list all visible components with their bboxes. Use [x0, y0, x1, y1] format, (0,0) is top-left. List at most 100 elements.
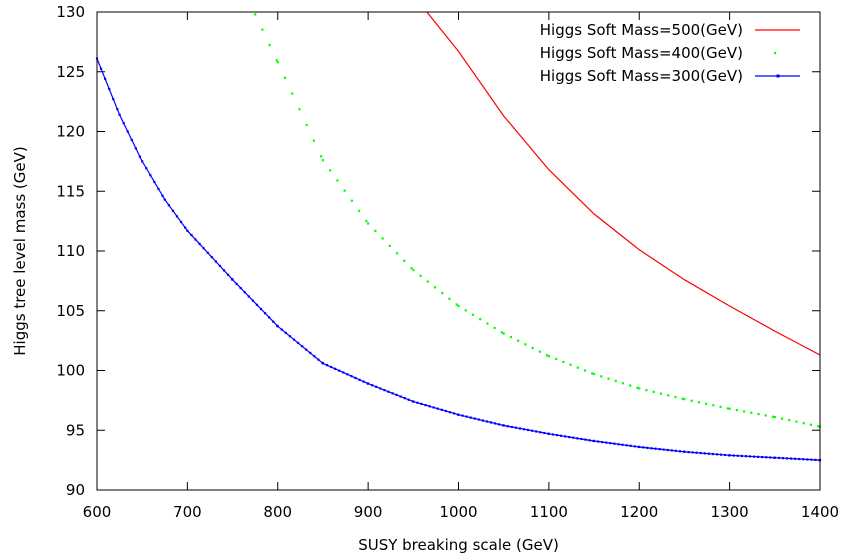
legend: Higgs Soft Mass=500(GeV) Higgs Soft Mass=… [540, 21, 800, 85]
legend-label: Higgs Soft Mass=300(GeV) [540, 67, 743, 85]
data-point [379, 387, 382, 390]
data-point [477, 418, 480, 421]
x-tick-label: 1400 [801, 503, 839, 521]
data-point [276, 325, 279, 328]
data-point [410, 267, 413, 270]
data-point [186, 229, 189, 232]
data-point [175, 215, 179, 218]
data-point [247, 295, 250, 298]
y-tick-label: 125 [56, 63, 85, 81]
data-point [719, 405, 722, 408]
data-point [399, 395, 402, 398]
data-point [130, 138, 133, 142]
data-point [568, 435, 571, 439]
y-tick-label: 100 [56, 362, 85, 380]
data-point [757, 412, 760, 416]
data-point [118, 113, 121, 116]
data-point [320, 155, 323, 158]
data-point [509, 335, 513, 339]
data-point [452, 412, 456, 415]
data-point [194, 238, 197, 241]
data-point [764, 414, 767, 417]
data-point [387, 390, 390, 393]
data-point [403, 397, 406, 400]
data-point [510, 425, 513, 429]
data-point [564, 435, 567, 438]
data-point [268, 43, 271, 47]
data-point [375, 385, 378, 388]
x-axis-ticks: 600 700 800 900 1000 1100 1200 1300 1400 [83, 12, 839, 521]
data-point [646, 446, 649, 449]
data-point [765, 456, 768, 459]
data-point [149, 174, 152, 177]
x-tick-label: 1300 [711, 503, 749, 521]
data-point [395, 252, 399, 255]
data-point [678, 450, 682, 453]
data-point [547, 355, 550, 358]
data-point [283, 76, 287, 79]
data-point [788, 419, 791, 422]
data-point [391, 392, 394, 395]
data-point [426, 280, 429, 283]
series-line [96, 58, 821, 461]
data-point [613, 442, 616, 445]
series-line [426, 11, 821, 356]
data-point [659, 392, 663, 395]
data-point [350, 375, 353, 378]
data-point [735, 408, 738, 412]
legend-swatch [774, 52, 777, 55]
data-point [543, 431, 546, 435]
data-point [321, 362, 325, 365]
data-point [493, 326, 496, 330]
data-point [658, 448, 661, 451]
data-point [259, 307, 263, 311]
data-point [161, 194, 164, 197]
data-point [502, 424, 505, 427]
data-point [683, 398, 686, 401]
data-point [433, 286, 437, 289]
data-point [432, 406, 435, 409]
y-tick-label: 110 [56, 242, 85, 260]
data-point [539, 431, 542, 434]
data-point [403, 259, 406, 262]
data-point [141, 160, 144, 163]
data-point [383, 388, 386, 392]
data-point [167, 204, 170, 207]
data-point [538, 350, 541, 353]
y-tick-label: 90 [66, 481, 85, 499]
data-point [350, 199, 353, 202]
data-point [517, 339, 520, 342]
data-point [138, 155, 142, 158]
series-1 [426, 11, 821, 356]
data-point [112, 97, 115, 101]
data-point [358, 378, 361, 381]
data-point [104, 77, 107, 80]
data-point [163, 198, 166, 201]
legend-label: Higgs Soft Mass=500(GeV) [540, 21, 743, 39]
data-point [674, 395, 677, 399]
data-point [367, 222, 370, 225]
data-point [633, 445, 636, 448]
data-point [407, 398, 410, 401]
data-point [441, 291, 444, 295]
x-tick-label: 700 [173, 503, 202, 521]
data-point [239, 286, 242, 290]
data-point [374, 229, 377, 233]
data-point [440, 408, 443, 411]
data-point [576, 437, 579, 440]
data-point [551, 433, 555, 436]
data-point [707, 452, 710, 455]
data-point [740, 454, 743, 458]
data-point [592, 372, 596, 376]
data-point [280, 328, 283, 331]
data-point [481, 419, 485, 422]
data-point [518, 427, 522, 430]
data-point [362, 380, 365, 383]
data-point [773, 416, 776, 419]
data-point [531, 346, 534, 350]
data-point [313, 355, 316, 358]
data-point [206, 251, 209, 254]
series-3 [95, 57, 822, 462]
data-point [583, 369, 587, 372]
data-point [522, 428, 526, 431]
